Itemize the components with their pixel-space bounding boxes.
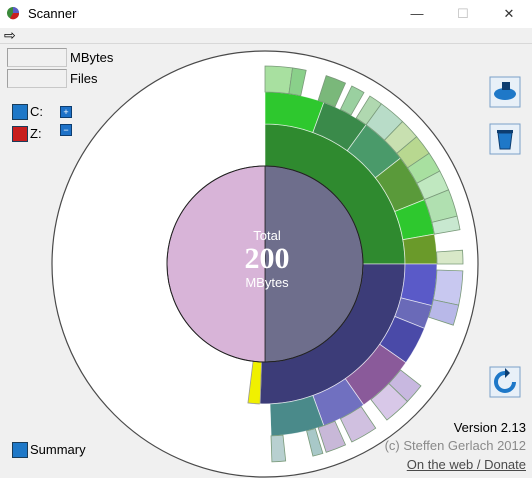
maximize-button[interactable]: ☐: [457, 6, 469, 21]
file-segment[interactable]: [339, 406, 377, 443]
zoom-icon[interactable]: [489, 76, 521, 108]
web-donate-link[interactable]: On the web / Donate: [406, 457, 526, 472]
file-segment[interactable]: [306, 427, 324, 457]
drive-z-icon[interactable]: [12, 126, 28, 142]
version-label: Version 2.13: [453, 420, 526, 435]
drive-c-label: C:: [30, 104, 43, 119]
drive-z-label: Z:: [30, 126, 42, 141]
mbytes-field: [7, 48, 67, 67]
title-bar: Scanner — ☐ ✕: [0, 0, 532, 28]
subfolder-segment[interactable]: [258, 403, 272, 437]
file-segment[interactable]: [436, 249, 464, 265]
files-field: [7, 69, 67, 88]
drive-c-icon[interactable]: [12, 104, 28, 120]
file-segment[interactable]: [317, 420, 347, 453]
expand-drive-c-button[interactable]: +: [60, 106, 72, 118]
copyright-label: (c) Steffen Gerlach 2012: [384, 438, 526, 453]
center-top-text: Total: [253, 228, 281, 243]
mbytes-label: MBytes: [70, 50, 114, 65]
summary-icon[interactable]: [12, 442, 28, 458]
center-value-text: 200: [245, 242, 290, 275]
file-segment[interactable]: [317, 75, 347, 108]
file-segment[interactable]: [432, 269, 464, 306]
file-segment[interactable]: [270, 434, 287, 463]
total-circle-outline: [166, 165, 364, 363]
file-segment[interactable]: [339, 85, 365, 116]
files-label: Files: [70, 71, 98, 86]
minimize-button[interactable]: —: [410, 6, 424, 21]
summary-label[interactable]: Summary: [30, 442, 86, 457]
arrow-right-icon[interactable]: ⇨: [4, 27, 16, 43]
file-segment[interactable]: [370, 382, 408, 421]
file-segment[interactable]: [264, 65, 294, 95]
file-segment[interactable]: [431, 215, 461, 235]
center-unit-text: MBytes: [245, 275, 289, 290]
window-title: Scanner: [28, 6, 77, 21]
refresh-icon[interactable]: [489, 366, 521, 398]
collapse-drive-z-button[interactable]: −: [60, 124, 72, 136]
subfolder-segment[interactable]: [402, 233, 438, 265]
delete-icon[interactable]: [489, 123, 521, 155]
divider: [0, 43, 532, 44]
file-segment[interactable]: [428, 299, 460, 326]
file-segment[interactable]: [288, 67, 307, 97]
close-button[interactable]: ✕: [503, 6, 515, 21]
app-icon: [7, 7, 20, 20]
